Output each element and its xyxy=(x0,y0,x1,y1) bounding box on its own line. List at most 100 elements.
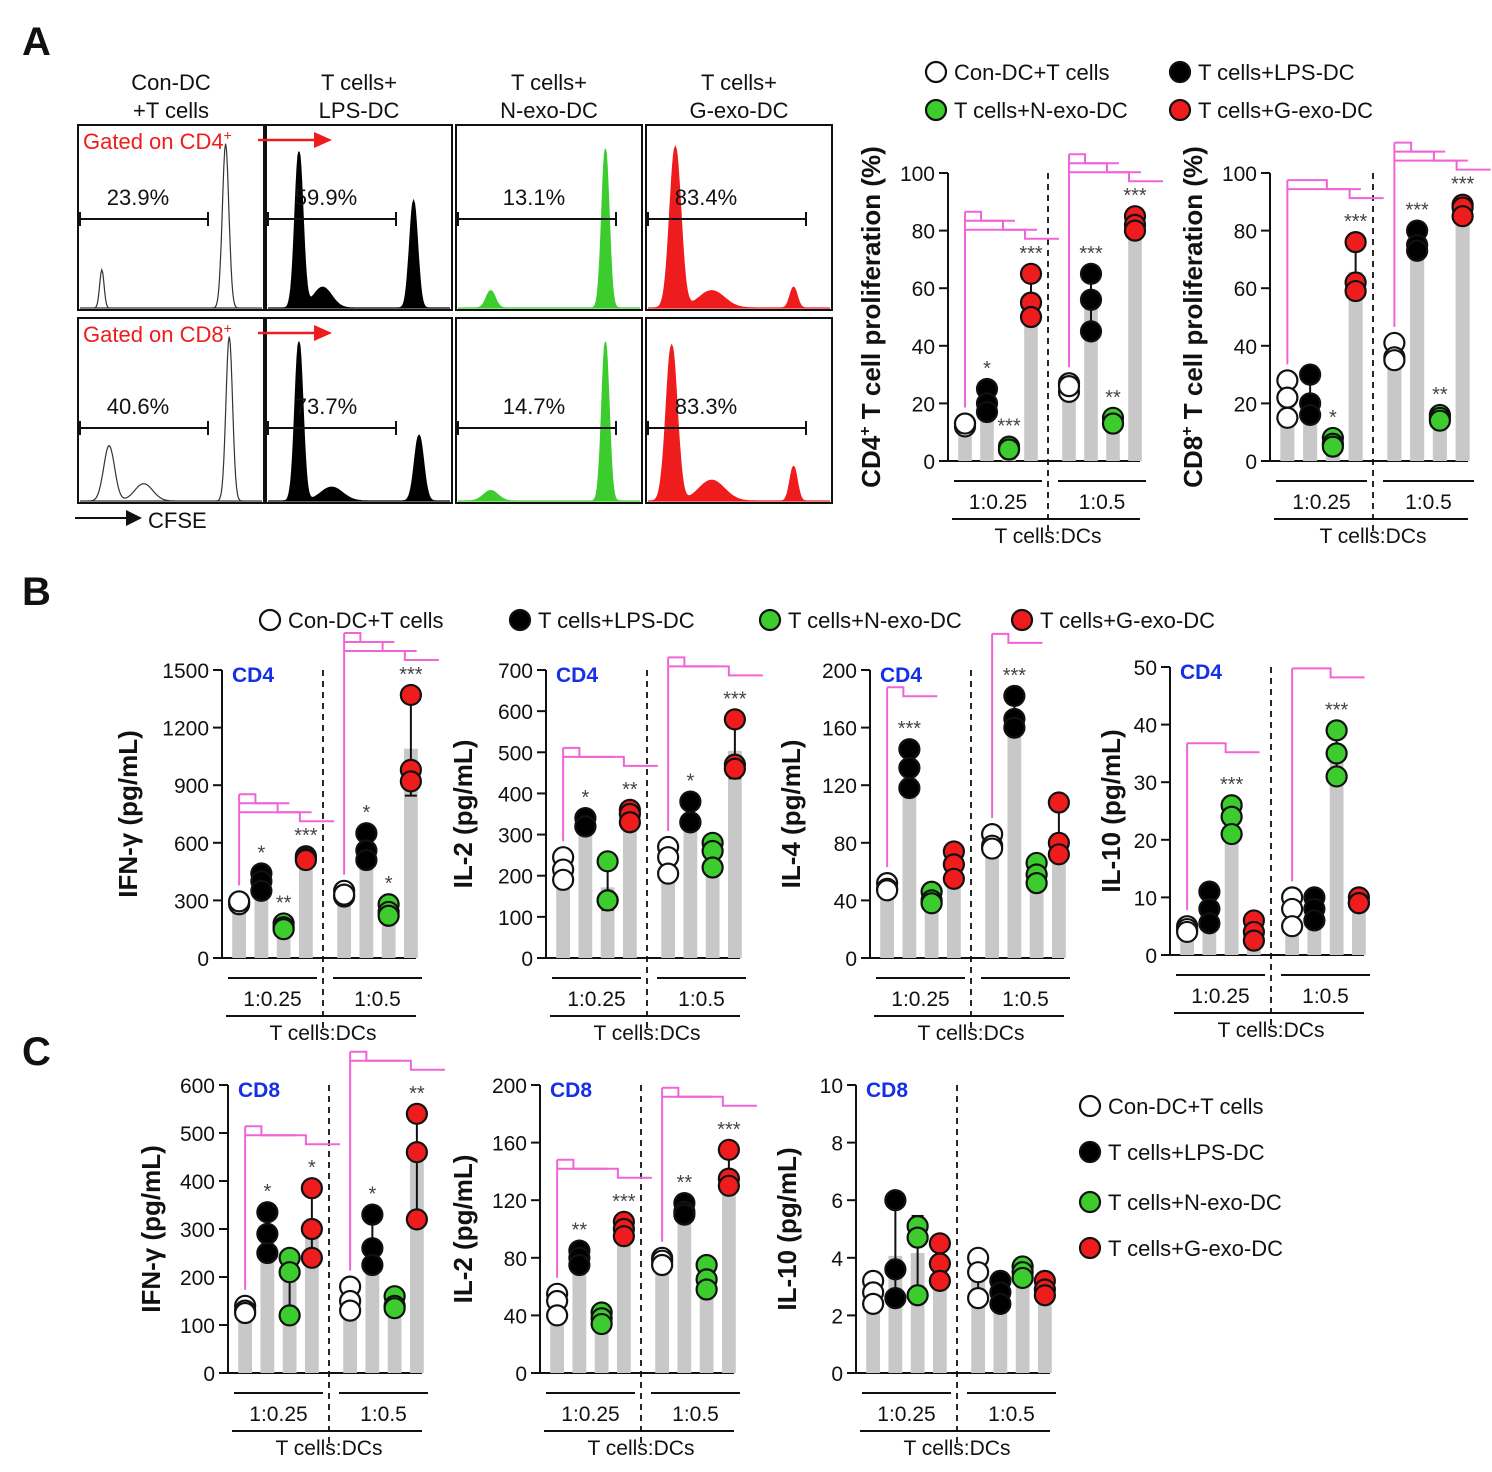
data-point-lps xyxy=(361,1253,384,1277)
comparison-bracket xyxy=(557,1167,652,1179)
y-tick-label: 10 xyxy=(820,1075,843,1098)
flow-column-title: T cells+ xyxy=(511,70,587,95)
data-point-gexo xyxy=(399,683,422,707)
y-tick-label: 100 xyxy=(1222,163,1257,186)
comparison-bracket xyxy=(563,755,658,767)
significance-stars: ** xyxy=(622,779,638,801)
data-point-con xyxy=(876,879,899,902)
significance-stars: * xyxy=(983,358,991,380)
legend-marker-nexo xyxy=(1078,1190,1102,1214)
comparison-bracket xyxy=(245,1134,340,1146)
legend-label-nexo: T cells+N-exo-DC xyxy=(1108,1190,1282,1215)
bar-nexo xyxy=(705,853,720,958)
bar-gexo xyxy=(721,1171,736,1373)
y-tick-label: 0 xyxy=(197,948,209,971)
legend-label-con: Con-DC+T cells xyxy=(954,60,1109,85)
y-tick-label: 200 xyxy=(180,1267,215,1290)
bar-lps xyxy=(1410,242,1425,461)
panel-letter-a: A xyxy=(22,20,51,64)
bar-lps xyxy=(572,1257,587,1373)
bar-gexo xyxy=(1128,223,1142,461)
y-tick-label: 900 xyxy=(174,775,209,798)
data-point-lps xyxy=(989,1292,1012,1315)
significance-stars: ** xyxy=(1432,384,1448,406)
comparison-bracket xyxy=(344,649,439,661)
legend-marker-lps xyxy=(1078,1140,1102,1164)
data-point-nexo xyxy=(1325,742,1348,765)
significance-stars: *** xyxy=(1220,774,1244,796)
y-tick-label: 300 xyxy=(180,1219,215,1242)
bar-con xyxy=(232,902,247,958)
y-tick-label: 200 xyxy=(822,660,857,683)
comparison-bracket xyxy=(992,632,1043,644)
bar-nexo xyxy=(910,1253,925,1373)
significance-stars: *** xyxy=(723,688,747,710)
data-point-nexo xyxy=(272,918,295,941)
comparison-bracket xyxy=(344,631,395,643)
y-axis-title: CD8+ T cell proliferation (%) xyxy=(1178,146,1208,488)
legend-label-nexo: T cells+N-exo-DC xyxy=(954,98,1128,123)
significance-stars: * xyxy=(581,787,589,809)
x-group-label: 1:0.25 xyxy=(561,1403,619,1426)
comparison-bracket xyxy=(1394,141,1446,153)
comparison-bracket xyxy=(350,1050,401,1062)
y-tick-label: 500 xyxy=(498,742,533,765)
y-tick-label: 1500 xyxy=(162,660,209,683)
x-group-label: 1:0.25 xyxy=(567,988,625,1011)
comparison-bracket xyxy=(668,656,719,668)
flow-column-title: +T cells xyxy=(133,98,209,123)
data-point-gexo xyxy=(942,867,965,890)
bar-con xyxy=(655,1261,670,1373)
data-point-con xyxy=(862,1292,885,1315)
data-point-nexo xyxy=(906,1284,929,1307)
y-tick-label: 500 xyxy=(180,1123,215,1146)
legend-label-nexo: T cells+N-exo-DC xyxy=(788,608,962,633)
y-axis-title: IFN-γ (pg/mL) xyxy=(113,730,143,898)
panel-letter-b: B xyxy=(22,570,51,614)
legend-label-con: Con-DC+T cells xyxy=(1108,1094,1263,1119)
y-tick-label: 60 xyxy=(912,278,935,301)
comparison-bracket xyxy=(662,1086,713,1098)
gate-percent: 83.3% xyxy=(675,394,737,419)
chart-b4: 0 10 20 30 40 50 CD4 *** 1:0.25 *** 1:0.5 T cells:D… xyxy=(1096,657,1370,1042)
data-point-lps xyxy=(679,790,702,813)
panel-letter-c: C xyxy=(22,1030,51,1074)
bar-con xyxy=(985,842,1000,958)
significance-stars: * xyxy=(1329,407,1337,429)
data-point-nexo xyxy=(596,889,619,912)
significance-stars: *** xyxy=(997,416,1021,438)
comparison-bracket xyxy=(245,1125,296,1137)
data-point-lps xyxy=(1003,684,1026,708)
comparison-bracket xyxy=(557,1158,608,1170)
y-axis-title: IL-2 (pg/mL) xyxy=(448,740,478,889)
y-tick-label: 20 xyxy=(1134,830,1157,853)
cd-label: CD4 xyxy=(880,664,922,687)
bar-gexo xyxy=(1024,297,1038,461)
x-group-label: 1:0.5 xyxy=(360,1403,407,1426)
x-group-label: 1:0.25 xyxy=(877,1403,935,1426)
gate-percent: 73.7% xyxy=(295,394,357,419)
bar-lps xyxy=(578,823,593,958)
comparison-bracket xyxy=(563,746,614,758)
gate-percent: 13.1% xyxy=(503,185,565,210)
y-tick-label: 30 xyxy=(1134,772,1157,795)
legend-marker-lps xyxy=(508,608,532,632)
significance-stars: ** xyxy=(677,1172,693,1194)
y-tick-label: 160 xyxy=(822,718,857,741)
bar-nexo xyxy=(1329,753,1344,955)
y-tick-label: 40 xyxy=(504,1305,527,1328)
data-point-lps xyxy=(884,1189,907,1212)
cd-label: CD8 xyxy=(866,1079,908,1102)
data-point-con xyxy=(333,883,356,906)
data-point-nexo xyxy=(278,1304,301,1327)
data-point-con xyxy=(228,890,251,913)
data-point-nexo xyxy=(1321,435,1344,458)
comparison-bracket xyxy=(239,793,290,805)
data-point-nexo xyxy=(383,1297,406,1320)
y-tick-label: 0 xyxy=(831,1363,843,1386)
significance-stars: *** xyxy=(1123,185,1147,207)
data-point-nexo xyxy=(1325,765,1348,788)
comparison-bracket xyxy=(965,228,1059,240)
y-axis-title: IL-10 (pg/mL) xyxy=(1096,729,1126,892)
x-group-label: 1:0.25 xyxy=(891,988,949,1011)
